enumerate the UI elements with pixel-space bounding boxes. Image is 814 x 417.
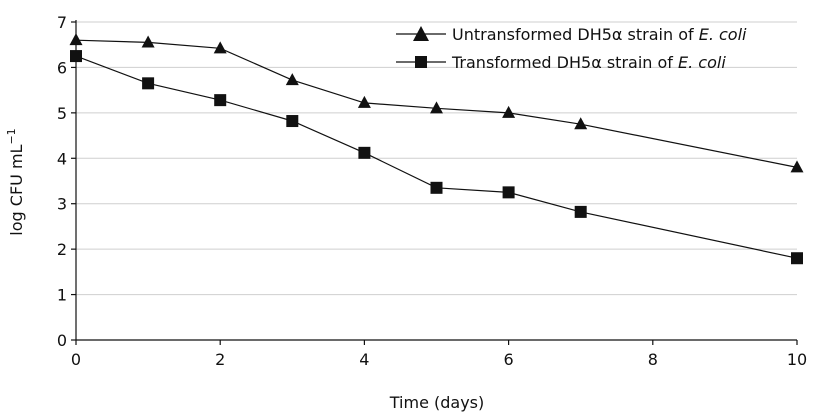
- legend-label-transformed: Transformed DH5α strain of E. coli: [451, 53, 726, 72]
- legend-label-transformed-text: Transformed DH5α strain of: [451, 53, 678, 72]
- y-tick-label: 0: [57, 331, 67, 350]
- y-tick-label: 6: [57, 58, 67, 77]
- data-point-square: [574, 205, 587, 218]
- series-transformed: [70, 50, 803, 265]
- y-tick-label: 7: [57, 13, 67, 32]
- y-tick-label: 2: [57, 240, 67, 259]
- data-point-square: [70, 50, 82, 63]
- data-point-square: [358, 146, 371, 159]
- legend-label-untransformed-text: Untransformed DH5α strain of: [452, 25, 699, 44]
- y-tick-label: 4: [57, 149, 67, 168]
- data-point-triangle: [502, 105, 516, 118]
- data-point-triangle: [213, 41, 227, 54]
- x-tick-label: 2: [215, 350, 225, 369]
- data-point-triangle: [357, 95, 371, 108]
- data-point-square: [791, 252, 803, 265]
- data-point-triangle: [574, 117, 588, 130]
- legend: Untransformed DH5α strain of E. coli Tra…: [396, 25, 747, 72]
- legend-item-untransformed: Untransformed DH5α strain of E. coli: [396, 25, 747, 44]
- data-point-square: [502, 186, 515, 199]
- data-point-square: [430, 181, 443, 194]
- legend-label-transformed-italic: E. coli: [678, 53, 726, 72]
- x-tick-label: 10: [787, 350, 807, 369]
- ticks-layer: 0 1 2 3 4 5 6 7 0 2 4 6 8 10: [57, 13, 807, 369]
- x-tick-label: 8: [648, 350, 658, 369]
- legend-item-transformed: Transformed DH5α strain of E. coli: [396, 53, 726, 72]
- y-axis-title-text: log CFU mL: [7, 144, 26, 235]
- data-point-square: [142, 77, 155, 90]
- y-tick-label: 5: [57, 104, 67, 123]
- series-layer: [69, 33, 804, 265]
- data-point-square: [214, 94, 227, 107]
- legend-marker-transformed: [415, 56, 427, 68]
- data-point-triangle: [69, 33, 83, 46]
- data-point-triangle: [790, 160, 804, 173]
- data-point-triangle: [141, 35, 155, 48]
- y-axis-title-superscript: −1: [5, 128, 18, 144]
- axes-layer: [75, 20, 797, 341]
- legend-marker-untransformed: [413, 26, 429, 41]
- series-untransformed: [69, 33, 804, 173]
- data-point-square: [286, 115, 299, 128]
- x-tick-label: 6: [504, 350, 514, 369]
- data-point-triangle: [430, 101, 443, 114]
- data-point-triangle: [285, 73, 299, 86]
- y-tick-label: 3: [57, 195, 67, 214]
- y-axis-title: log CFU mL−1: [5, 128, 26, 235]
- y-tick-label: 1: [57, 286, 67, 305]
- x-tick-label: 0: [71, 350, 81, 369]
- x-tick-label: 4: [359, 350, 369, 369]
- legend-label-untransformed-italic: E. coli: [699, 25, 747, 44]
- legend-label-untransformed: Untransformed DH5α strain of E. coli: [452, 25, 747, 44]
- series-line: [75, 55, 798, 259]
- x-axis-title: Time (days): [389, 393, 485, 412]
